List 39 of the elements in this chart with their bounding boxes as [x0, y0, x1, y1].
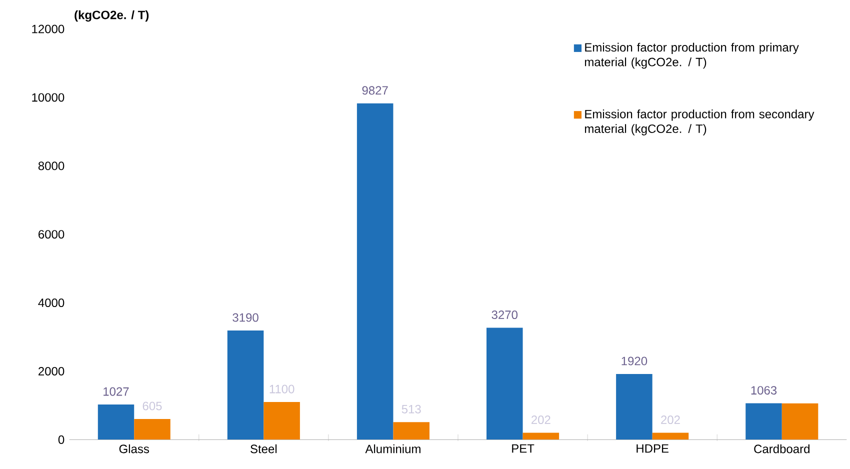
- bar: [652, 432, 689, 440]
- data-label: 605: [142, 402, 162, 410]
- x-tick-label: Glass: [119, 444, 150, 454]
- bar: [227, 330, 264, 440]
- bar: [782, 403, 818, 440]
- bar: [616, 374, 652, 440]
- data-label: 1063: [751, 386, 777, 395]
- y-tick-label: 12000: [32, 24, 64, 34]
- bar: [356, 103, 394, 440]
- x-tick-label: Cardboard: [754, 444, 810, 454]
- data-label: 1920: [622, 356, 648, 366]
- y-tick-label: 4000: [38, 298, 64, 308]
- y-tick-label: 2000: [38, 366, 64, 376]
- y-tick-label: 8000: [38, 162, 64, 170]
- y-tick-label: 10000: [32, 93, 64, 102]
- x-tick-label: HDPE: [636, 444, 668, 453]
- bar: [393, 422, 430, 440]
- bar: [522, 432, 560, 440]
- data-label: 513: [402, 404, 421, 414]
- bar: [264, 402, 300, 440]
- bar: [134, 418, 170, 440]
- y-axis-title: (kgCO2e. / T): [74, 10, 149, 22]
- bar: [98, 404, 134, 440]
- x-tick-label: PET: [512, 444, 534, 453]
- data-label: 202: [532, 416, 550, 424]
- x-tick-label: Steel: [250, 444, 277, 454]
- data-label: 1027: [104, 387, 129, 396]
- bar: [746, 403, 782, 440]
- legend-label: Emission factor production from secondary material (kgCO2e. / T): [584, 110, 814, 136]
- legend-label: Emission factor production from primary material (kgCO2e. / T): [584, 42, 799, 69]
- data-label: 9827: [362, 86, 388, 95]
- x-tick-label: Aluminium: [365, 444, 420, 454]
- data-label: 3270: [492, 310, 518, 320]
- bar: [486, 328, 523, 440]
- data-label: 3190: [232, 313, 258, 322]
- data-label: 1100: [270, 384, 294, 394]
- y-tick-label: 0: [58, 435, 64, 444]
- y-tick-label: 6000: [38, 230, 64, 239]
- data-label: 202: [661, 416, 680, 424]
